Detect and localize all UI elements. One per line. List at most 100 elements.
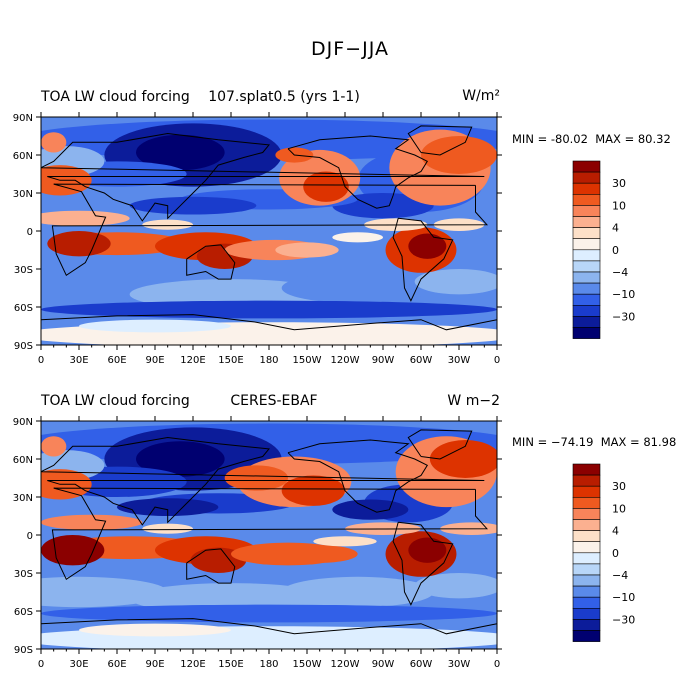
x-tick-label: 90E [145, 355, 164, 366]
coastline [407, 125, 473, 156]
field-region [142, 219, 194, 230]
field-region [275, 242, 339, 258]
x-tick-label: 120W [331, 659, 360, 670]
field-region [41, 436, 67, 457]
colorbar-label: 30 [612, 480, 626, 493]
colorbar-swatch [572, 249, 601, 262]
panel2-left-title: TOA LW cloud forcing [41, 393, 190, 409]
field-region [408, 537, 447, 563]
x-tick-label: 0 [494, 659, 500, 670]
colorbar-swatch [572, 474, 601, 487]
field-region [429, 440, 497, 478]
x-tick-label: 150W [293, 659, 322, 670]
field-region [79, 319, 231, 333]
coastline [287, 439, 429, 513]
colorbar-swatch [572, 607, 601, 620]
colorbar-label: 4 [612, 525, 619, 538]
field-region [41, 132, 67, 153]
y-tick-label: 60N [13, 455, 33, 466]
x-tick-label: 90E [145, 659, 164, 670]
field-region [41, 514, 143, 530]
colorbar-swatch [572, 630, 601, 642]
x-tick-label: 150E [218, 355, 243, 366]
panel1-map: 0 30E 60E 90E 120E 150E 180 150W 120W 90W 60W 30W 09… [13, 112, 502, 366]
panel2-colorbar: 30 10 4 0 −4 −10 −30 [572, 463, 635, 642]
colorbar-swatch [572, 463, 601, 476]
coastline [51, 183, 489, 277]
x-tick-label: 180 [259, 659, 278, 670]
coastline [51, 487, 489, 581]
field-region [41, 604, 497, 623]
colorbar-swatch [572, 216, 601, 228]
field-region [408, 233, 447, 259]
field-region [41, 300, 497, 319]
colorbar-swatch [572, 552, 601, 565]
colorbar-swatch [572, 260, 601, 273]
panel1-max: MAX = 80.32 [595, 132, 671, 146]
coastline [41, 436, 485, 526]
field-region [41, 210, 130, 226]
colorbar-swatch [572, 182, 601, 195]
colorbar-swatch [572, 304, 601, 317]
x-tick-label: 180 [259, 355, 278, 366]
x-tick-label: 30E [69, 659, 88, 670]
colorbar-swatch [572, 574, 601, 587]
panel2-center-title: CERES-EBAF [230, 393, 318, 409]
colorbar-swatch [572, 541, 601, 554]
coastline [41, 618, 497, 635]
y-tick-label: 0 [27, 531, 33, 542]
panel2-min: MIN = −74.19 [512, 435, 594, 449]
colorbar-swatch [572, 496, 601, 509]
coastline [392, 217, 454, 302]
colorbar-label: −4 [612, 569, 628, 582]
colorbar-label: −10 [612, 288, 635, 301]
panel1-left-title: TOA LW cloud forcing [41, 89, 190, 105]
panel1-colorbar: 30 10 4 0 −4 −10 −30 [572, 160, 635, 339]
panel2-map: 0 30E 60E 90E 120E 150E 180 150W 120W 90W 60W 30W 09… [13, 416, 502, 670]
colorbar-swatch [572, 316, 601, 328]
y-tick-label: 90S [14, 341, 33, 352]
colorbar-swatch [572, 596, 601, 609]
coastline [41, 314, 497, 331]
colorbar-swatch [572, 508, 601, 520]
x-tick-label: 60W [410, 355, 433, 366]
colorbar-label: −30 [612, 310, 635, 323]
colorbar-swatch [572, 238, 601, 251]
y-tick-label: 60S [14, 303, 33, 314]
field-region [414, 573, 497, 599]
colorbar-swatch [572, 585, 601, 598]
y-tick-label: 90N [13, 417, 33, 428]
colorbar-label: −10 [612, 591, 635, 604]
field-region [224, 465, 288, 491]
coastline [287, 135, 429, 209]
colorbar-label: 4 [612, 222, 619, 235]
panel2-minmax: MIN = −74.19 MAX = 81.98 [512, 435, 676, 449]
y-tick-label: 60N [13, 151, 33, 162]
coastline [186, 548, 236, 584]
y-tick-label: 60S [14, 607, 33, 618]
field-region [281, 272, 434, 304]
x-tick-label: 60E [107, 355, 126, 366]
x-tick-label: 30W [448, 659, 471, 670]
field-region [313, 536, 377, 547]
x-tick-label: 150E [218, 659, 243, 670]
panel1-minmax: MIN = -80.02 MAX = 80.32 [512, 132, 671, 146]
x-tick-label: 150W [293, 355, 322, 366]
colorbar-swatch [572, 271, 601, 284]
figure-title: DJF−JJA [311, 38, 389, 60]
colorbar-swatch [572, 563, 601, 576]
colorbar-swatch [572, 485, 601, 498]
x-tick-label: 90W [372, 355, 395, 366]
colorbar-swatch [572, 282, 601, 295]
field-region [303, 171, 349, 202]
colorbar-swatch [572, 160, 601, 173]
x-tick-label: 120E [180, 659, 205, 670]
field-region [421, 136, 497, 174]
colorbar-label: 30 [612, 177, 626, 190]
colorbar-label: 0 [612, 547, 619, 560]
x-tick-label: 0 [38, 659, 44, 670]
colorbar-swatch [572, 205, 601, 217]
field-region [41, 535, 105, 566]
field-region [136, 134, 225, 171]
